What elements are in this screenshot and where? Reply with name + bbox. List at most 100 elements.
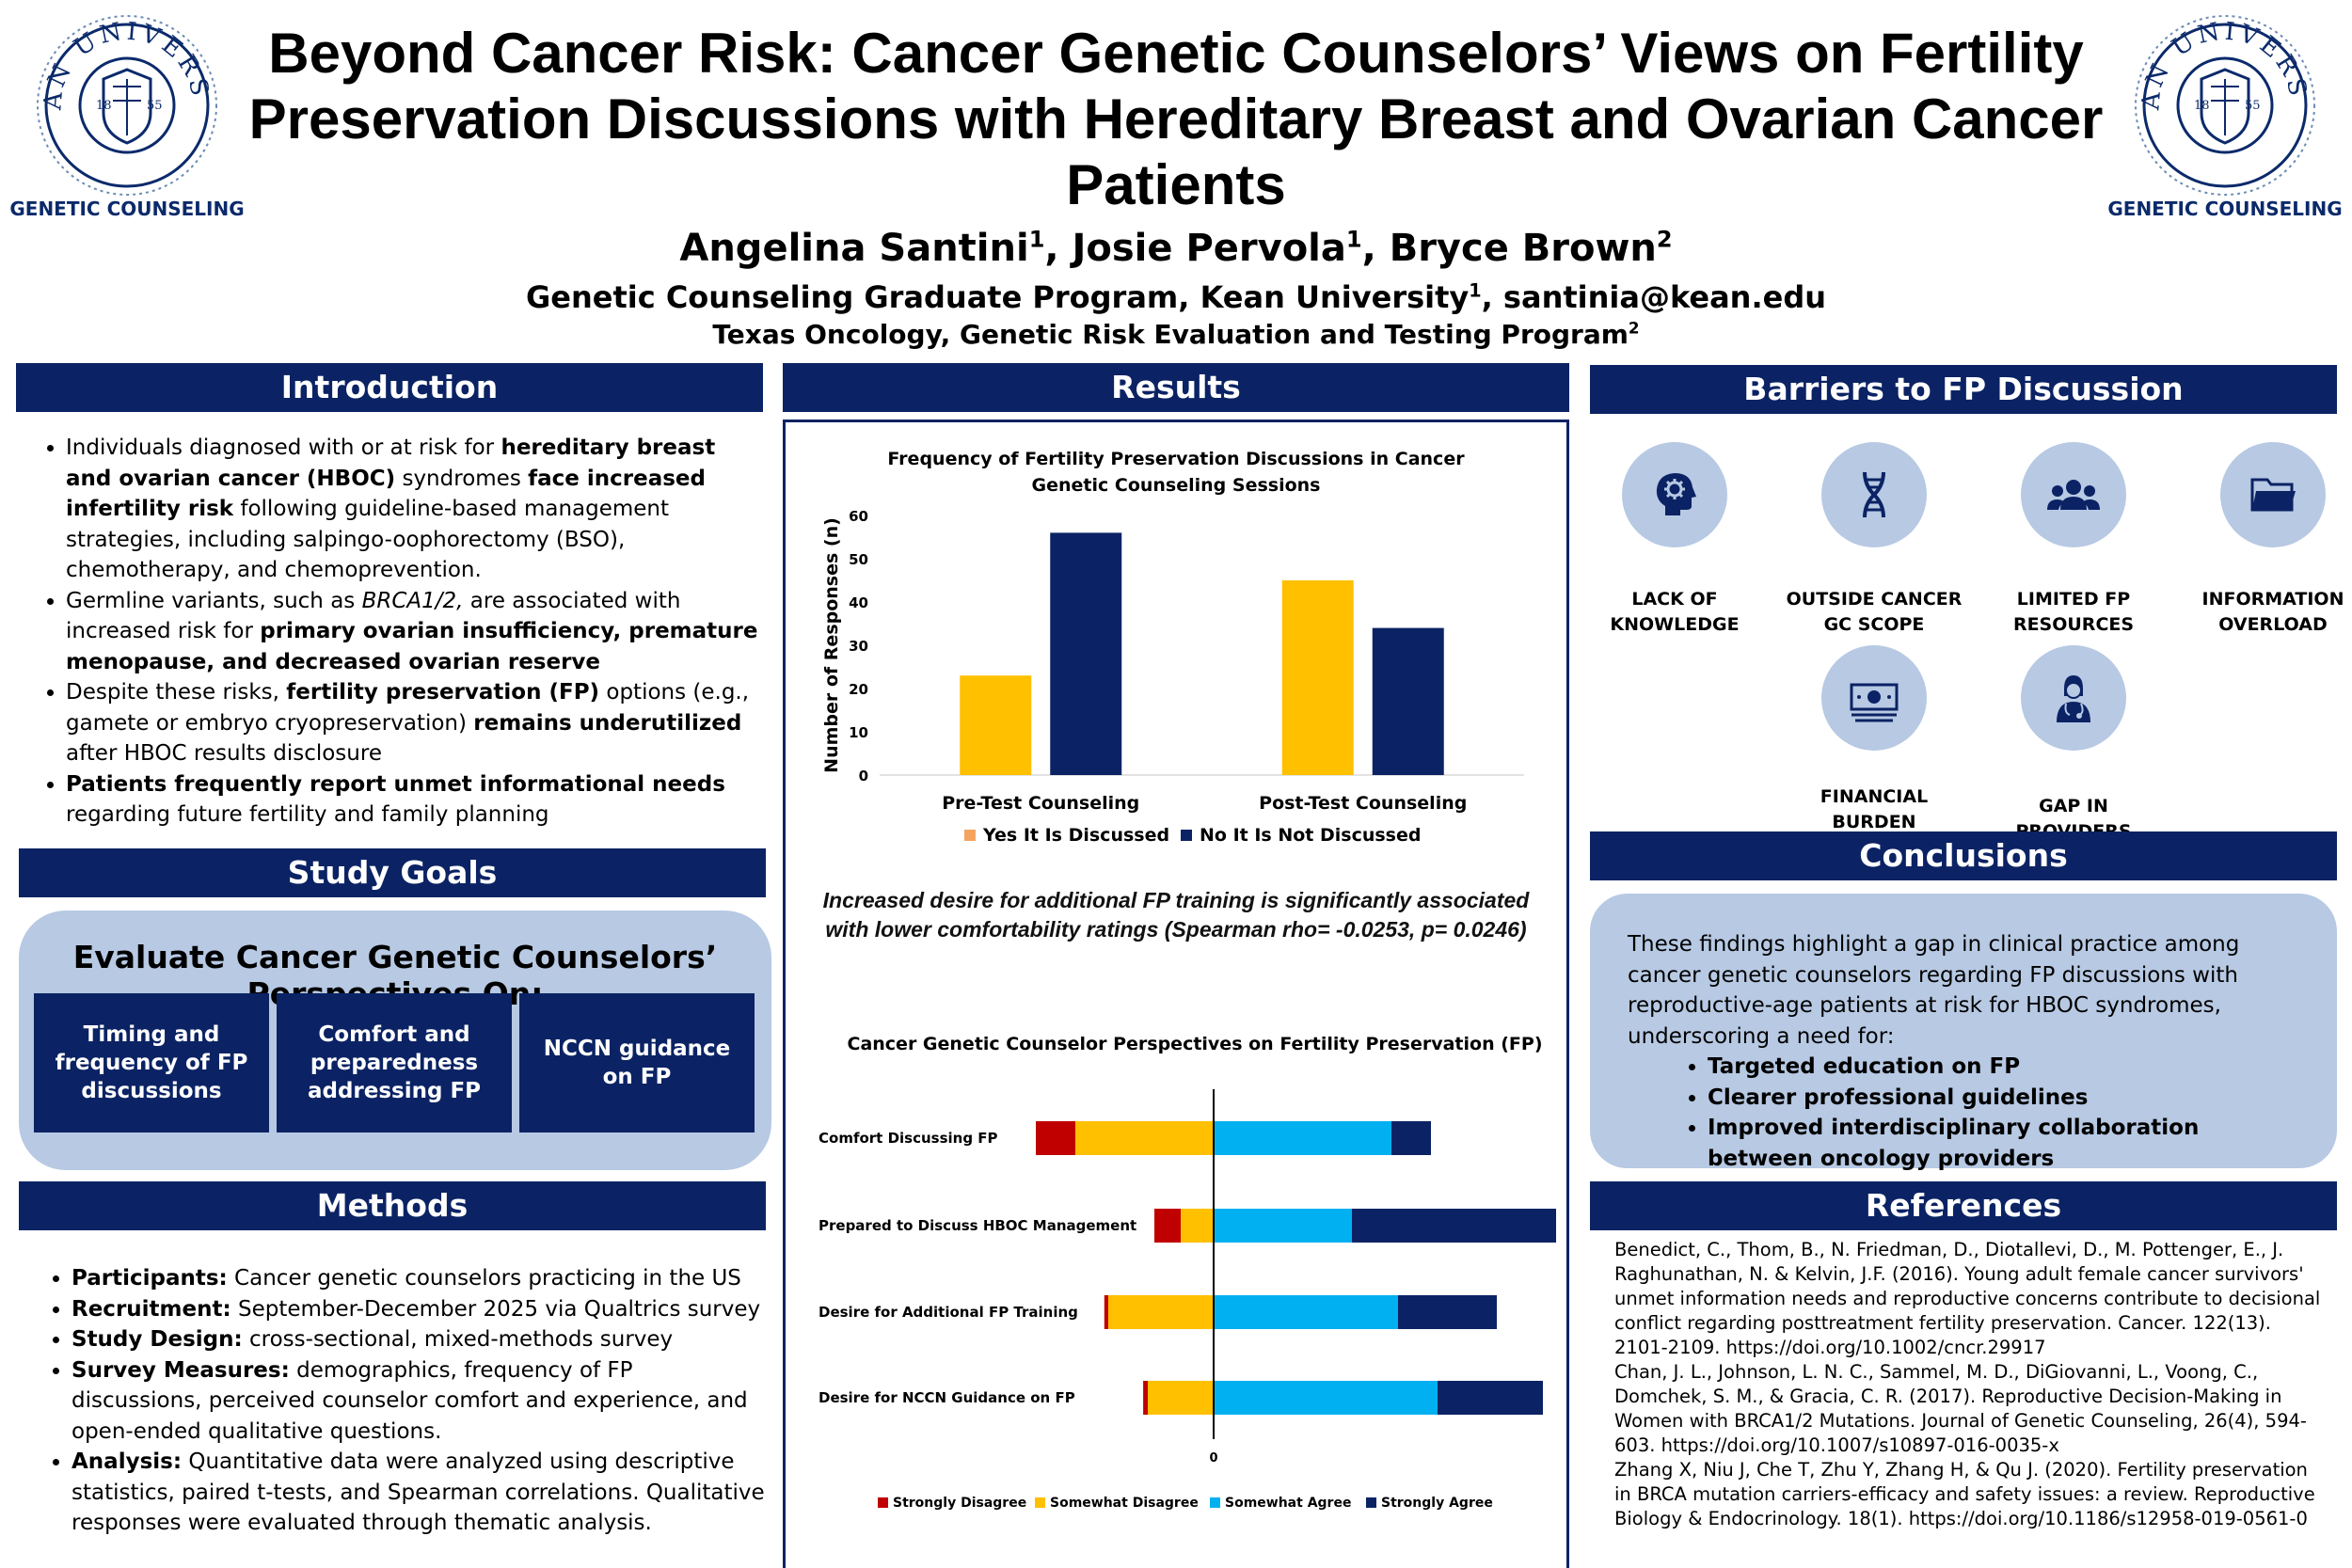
bar-segment	[1214, 1295, 1398, 1329]
bar-segment	[1036, 1121, 1075, 1155]
svg-text:18: 18	[96, 99, 112, 113]
fp-discussion-bar-chart: Frequency of Fertility Preservation Disc…	[821, 449, 1524, 846]
references-heading: References	[1590, 1181, 2337, 1230]
y-tick-label: 30	[849, 638, 868, 655]
doctor-icon	[2057, 675, 2090, 722]
barrier-label: LACK OF KNOWLEDGE	[1610, 589, 1740, 635]
legend-label: No It Is Not Discussed	[1200, 825, 1421, 846]
poster-title: Beyond Cancer Risk: Cancer Genetic Couns…	[248, 22, 2104, 216]
barrier-label: FINANCIAL BURDEN	[1820, 786, 1929, 832]
barrier-gap-in-providers: GAP INPROVIDERS	[1951, 645, 2196, 845]
legend-label: Somewhat Disagree	[1050, 1496, 1199, 1511]
category-label: Comfort Discussing FP	[818, 1130, 998, 1147]
category-label: Prepared to Discuss HBOC Management	[818, 1217, 1136, 1234]
results-frame	[783, 420, 1569, 1568]
reference-item: Zhang X, Niu J, Che T, Zhu Y, Zhang H, &…	[1614, 1459, 2315, 1529]
results-heading: Results	[783, 363, 1569, 412]
barrier-label: LIMITED FP RESOURCES	[2012, 589, 2135, 635]
study-goals-panel: Evaluate Cancer Genetic Counselors’ Pers…	[19, 911, 771, 1170]
conclusions-panel: These findings highlight a gap in clinic…	[1590, 894, 2337, 1171]
category-label: Desire for NCCN Guidance on FP	[818, 1389, 1075, 1406]
y-axis-label: Number of Responses (n)	[821, 517, 842, 773]
kean-seal-icon: 18 55 KEAN UNIVERSITY	[2107, 11, 2315, 196]
kean-logo-left: 18 55 KEAN UNIVERSITY GENETIC COUNSELING	[9, 11, 245, 228]
legend-label: Strongly Disagree	[893, 1496, 1026, 1511]
chart-title: Genetic Counseling Sessions	[1032, 475, 1321, 496]
bullet-item: Analysis: Quantitative data were analyze…	[72, 1447, 768, 1539]
chart-title: Cancer Genetic Counselor Perspectives on…	[848, 1034, 1543, 1054]
goal-box: Timing and frequency of FP discussions	[34, 993, 269, 1132]
conclusions-text: These findings highlight a gap in clinic…	[1628, 932, 2240, 1049]
introduction-body: Individuals diagnosed with or at risk fo…	[19, 433, 762, 831]
y-tick-label: 50	[849, 551, 868, 568]
bar	[1050, 532, 1122, 775]
svg-text:55: 55	[2245, 99, 2261, 113]
bar-segment	[1143, 1381, 1148, 1415]
kean-seal-icon: 18 55 KEAN UNIVERSITY	[9, 11, 217, 196]
methods-bullets: Participants: Cancer genetic counselors …	[24, 1263, 768, 1539]
head-gear-icon	[1656, 473, 1696, 515]
chart-title: Frequency of Fertility Preservation Disc…	[887, 449, 1465, 469]
logo-caption: GENETIC COUNSELING	[9, 198, 245, 220]
bar-segment	[1154, 1209, 1181, 1243]
bullet-item: Individuals diagnosed with or at risk fo…	[66, 433, 762, 586]
methods-heading: Methods	[19, 1181, 766, 1230]
legend-label: Yes It Is Discussed	[982, 825, 1169, 846]
bullet-item: Patients frequently report unmet informa…	[66, 769, 762, 831]
bullet-item: Participants: Cancer genetic counselors …	[72, 1263, 768, 1294]
bar-segment	[1108, 1295, 1214, 1329]
bar-segment	[1214, 1209, 1352, 1243]
svg-text:55: 55	[147, 99, 163, 113]
svg-text:18: 18	[2194, 99, 2210, 113]
barrier-icon-circle	[1821, 645, 1927, 751]
bar-segment	[1438, 1381, 1543, 1415]
introduction-heading: Introduction	[16, 363, 763, 412]
bar-segment	[1214, 1381, 1438, 1415]
kean-logo-right: 18 55 KEAN UNIVERSITY GENETIC COUNSELING	[2107, 11, 2343, 228]
bullet-item: Germline variants, such as BRCA1/2, are …	[66, 586, 762, 678]
legend-swatch	[964, 830, 976, 841]
y-tick-label: 10	[849, 724, 868, 741]
affiliation-1: Genetic Counseling Graduate Program, Kea…	[525, 279, 1826, 315]
conclusion-item: Clearer professional guidelines	[1708, 1083, 2299, 1114]
bar-segment	[1398, 1295, 1497, 1329]
bar-segment	[1181, 1209, 1214, 1243]
introduction-bullets: Individuals diagnosed with or at risk fo…	[19, 433, 762, 831]
bar-segment	[1214, 1121, 1391, 1155]
legend-swatch	[1210, 1497, 1220, 1508]
bullet-item: Recruitment: September-December 2025 via…	[72, 1294, 768, 1325]
goal-box: Comfort and preparedness addressing FP	[277, 993, 512, 1132]
legend-label: Strongly Agree	[1381, 1496, 1493, 1511]
affiliation-2: Texas Oncology, Genetic Risk Evaluation …	[712, 318, 1640, 350]
key-finding: Increased desire for additional FP train…	[822, 888, 1530, 942]
conclusion-item: Targeted education on FP	[1708, 1052, 2299, 1083]
reference-item: Chan, J. L., Johnson, L. N. C., Sammel, …	[1614, 1361, 2307, 1456]
bar-segment	[1352, 1209, 1556, 1243]
barrier-financial-burden: FINANCIAL BURDEN	[1752, 645, 1996, 835]
bar-segment	[1104, 1295, 1108, 1329]
bullet-item: Despite these risks, fertility preservat…	[66, 677, 762, 769]
barrier-icon-circle	[1821, 442, 1927, 547]
references-list: Benedict, C., Thom, B., N. Friedman, D.,…	[1614, 1238, 2329, 1531]
legend-swatch	[1181, 830, 1192, 841]
barrier-icon-circle	[1622, 442, 1727, 547]
bar-segment	[1075, 1121, 1214, 1155]
barrier-limited-fp-resources: LIMITED FP RESOURCES	[1951, 442, 2196, 638]
barriers-heading: Barriers to FP Discussion	[1590, 365, 2337, 414]
study-goals-heading: Study Goals	[19, 848, 766, 897]
folder-icon	[2250, 478, 2296, 512]
author-list: Angelina Santini1, Josie Pervola1, Bryce…	[679, 226, 1673, 270]
legend-swatch	[1366, 1497, 1376, 1508]
y-tick-label: 0	[859, 768, 868, 784]
dna-icon	[1863, 471, 1885, 518]
bullet-item: Survey Measures: demographics, frequency…	[72, 1355, 768, 1448]
bar	[960, 675, 1032, 775]
barrier-information-overload: INFORMATION OVERLOAD	[2151, 442, 2352, 638]
conclusions-bullets: Targeted education on FP Clearer profess…	[1628, 1052, 2299, 1174]
legend-label: Somewhat Agree	[1225, 1496, 1351, 1511]
logo-caption: GENETIC COUNSELING	[2107, 198, 2343, 220]
conclusions-heading: Conclusions	[1590, 832, 2337, 880]
barrier-icon-circle	[2021, 442, 2126, 547]
y-tick-label: 40	[849, 594, 868, 611]
legend-swatch	[1035, 1497, 1045, 1508]
